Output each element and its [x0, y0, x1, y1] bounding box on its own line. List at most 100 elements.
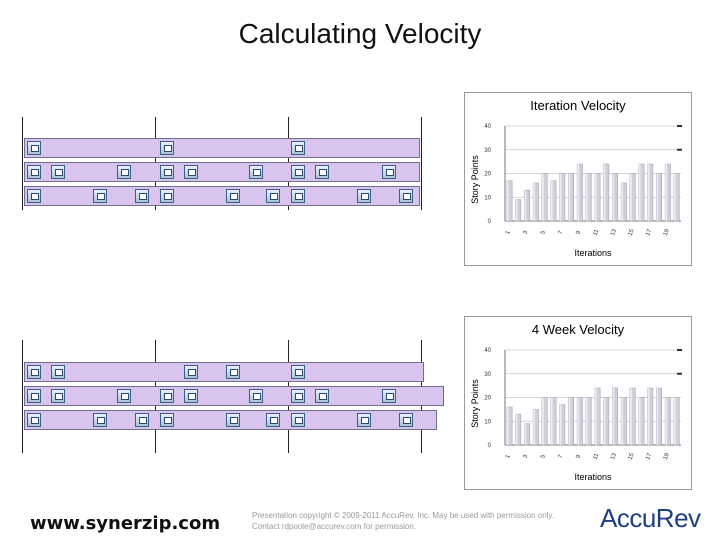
y-tick-label: 10	[484, 419, 491, 425]
story-card-icon	[291, 189, 305, 203]
story-card-icon	[160, 389, 174, 403]
story-card-icon	[291, 413, 305, 427]
story-card-icon	[160, 189, 174, 203]
story-card-icon	[382, 389, 396, 403]
x-axis-label: Iterations	[574, 248, 612, 258]
story-card-icon	[184, 365, 198, 379]
bar-highlight	[638, 164, 641, 221]
x-tick-label: 7	[558, 229, 565, 235]
x-tick-label: 19	[663, 228, 671, 237]
bar-highlight	[594, 388, 597, 445]
bar-highlight	[533, 409, 535, 445]
bar-highlight	[665, 397, 667, 445]
bar	[647, 163, 654, 222]
bar	[603, 163, 610, 222]
story-card-icon	[184, 389, 198, 403]
x-tick-label: 17	[645, 228, 653, 237]
sprint-band	[24, 162, 420, 182]
bar-highlight	[629, 173, 632, 221]
story-card-icon	[249, 165, 263, 179]
footer-url[interactable]: www.synerzip.com	[30, 513, 221, 534]
y-tick-label: 0	[488, 443, 492, 449]
bar-highlight	[533, 183, 535, 221]
bar	[603, 397, 610, 446]
bar	[506, 406, 513, 446]
sprint-band	[24, 362, 424, 382]
bar-highlight	[629, 388, 632, 445]
bar	[515, 413, 522, 446]
story-card-icon	[357, 189, 371, 203]
story-card-icon	[135, 189, 149, 203]
story-card-icon	[160, 141, 174, 155]
bar-highlight	[665, 164, 667, 221]
sprint-divider	[22, 117, 23, 210]
sprint-band	[24, 138, 420, 158]
x-tick-label: 7	[558, 453, 565, 459]
sprint-band	[24, 386, 444, 406]
bar	[656, 173, 662, 222]
story-card-icon	[51, 365, 65, 379]
bar	[515, 199, 522, 222]
story-card-icon	[135, 413, 149, 427]
story-card-icon	[399, 413, 413, 427]
story-card-icon	[93, 413, 107, 427]
x-tick-label: 5	[540, 453, 547, 459]
x-tick-label: 3	[523, 453, 530, 459]
x-tick-label: 11	[593, 452, 601, 461]
story-card-icon	[291, 141, 305, 155]
bar-highlight	[603, 164, 606, 221]
bar-highlight	[612, 173, 615, 221]
bar-highlight	[603, 397, 606, 445]
bar	[559, 173, 566, 222]
legend-marker	[677, 372, 682, 375]
story-card-icon	[27, 413, 41, 427]
bar-highlight	[506, 407, 509, 445]
story-card-icon	[27, 165, 41, 179]
story-card-icon	[93, 189, 107, 203]
y-tick-label: 30	[484, 148, 491, 154]
story-card-icon	[160, 165, 174, 179]
bar-highlight	[577, 397, 579, 445]
bar-highlight	[612, 388, 615, 445]
chart-title: 4 Week Velocity	[532, 322, 625, 337]
bar-highlight	[585, 397, 588, 445]
legend-marker	[677, 148, 682, 151]
x-tick-label: 11	[593, 228, 601, 237]
bar	[647, 387, 654, 446]
x-tick-label: 13	[610, 228, 618, 237]
story-card-icon	[117, 389, 131, 403]
bar-highlight	[621, 397, 623, 445]
bar-highlight	[638, 397, 641, 445]
story-card-icon	[399, 189, 413, 203]
bar-highlight	[524, 423, 527, 445]
bar-highlight	[524, 190, 527, 221]
bar	[524, 189, 530, 222]
sprint-divider	[421, 117, 422, 210]
y-tick-label: 20	[484, 172, 491, 178]
bar-highlight	[568, 397, 571, 445]
bar	[568, 397, 574, 446]
bar-highlight	[673, 397, 676, 445]
y-tick-label: 10	[484, 195, 491, 201]
story-card-icon	[291, 365, 305, 379]
sprint-band	[24, 186, 420, 206]
story-card-icon	[27, 189, 41, 203]
legend-marker	[677, 125, 682, 127]
x-tick-label: 9	[575, 453, 582, 459]
story-card-icon	[357, 413, 371, 427]
story-card-icon	[226, 189, 240, 203]
story-card-icon	[249, 389, 263, 403]
bar-highlight	[621, 183, 623, 221]
story-card-icon	[27, 389, 41, 403]
bar	[656, 387, 662, 446]
bar-highlight	[550, 397, 553, 445]
story-card-icon	[266, 189, 280, 203]
bar	[612, 387, 618, 446]
bar-highlight	[673, 173, 676, 221]
bar-highlight	[594, 173, 597, 221]
story-card-icon	[27, 365, 41, 379]
x-tick-label: 13	[610, 452, 618, 461]
bar	[568, 173, 574, 222]
bar-highlight	[585, 173, 588, 221]
